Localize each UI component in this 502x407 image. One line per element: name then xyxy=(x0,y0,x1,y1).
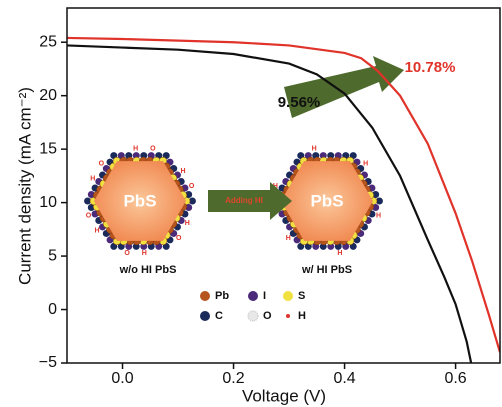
ligand-atom xyxy=(84,197,92,205)
o-label: O xyxy=(86,213,92,220)
o-label: O xyxy=(150,146,156,153)
atom-legend-label: Pb xyxy=(215,290,229,302)
ligand-atom xyxy=(372,191,380,199)
pce-annotation: 9.56% xyxy=(278,94,321,111)
y-tick-label: 20 xyxy=(39,87,57,104)
h-label: H xyxy=(142,250,147,257)
x-tick-label: 0.4 xyxy=(333,370,355,387)
y-axis-title: Current density (mA cm⁻²) xyxy=(15,87,34,285)
atom-legend-label: I xyxy=(263,290,266,302)
caption: w/ HI PbS xyxy=(301,264,352,276)
h-label: H xyxy=(180,168,185,175)
y-tick-label: 5 xyxy=(48,247,57,264)
atom-legend-marker xyxy=(200,291,210,301)
pbs-core xyxy=(94,161,186,241)
h-label: H xyxy=(376,213,381,220)
atom-legend-label: C xyxy=(215,310,223,322)
atom-legend-marker xyxy=(248,291,258,301)
adding-arrow xyxy=(208,182,292,220)
ligand-atom xyxy=(372,203,380,211)
o-label: O xyxy=(176,235,182,242)
atom-legend-label: H xyxy=(298,310,306,322)
h-label: H xyxy=(133,146,138,153)
o-label: O xyxy=(99,161,105,168)
y-tick-label: 15 xyxy=(39,140,57,157)
ligand-atom xyxy=(188,197,196,205)
atom-legend-marker xyxy=(247,310,259,322)
pce-annotation: 10.78% xyxy=(405,59,456,76)
caption: w/o HI PbS xyxy=(119,264,177,276)
core-label: PbS xyxy=(123,191,156,210)
arrow-label: Adding HI xyxy=(225,196,263,205)
h-label: H xyxy=(90,176,95,183)
h-label: H xyxy=(286,235,291,242)
plot-frame xyxy=(66,7,501,364)
ligand-atom xyxy=(87,191,95,199)
ligand-atom xyxy=(87,203,95,211)
improvement-arrow xyxy=(284,56,404,118)
h-label: H xyxy=(273,183,278,190)
x-tick-label: 0.2 xyxy=(222,370,244,387)
atom-legend-marker xyxy=(286,314,290,318)
plot-area xyxy=(67,36,500,363)
series-line xyxy=(67,44,473,363)
h-label: H xyxy=(337,250,342,257)
series-line xyxy=(67,36,500,353)
pbs-core xyxy=(281,161,373,241)
core-label: PbS xyxy=(310,191,343,210)
x-tick-label: 0.0 xyxy=(111,370,133,387)
y-tick-label: 25 xyxy=(39,33,57,50)
ligand-atom xyxy=(185,191,193,199)
x-tick-label: 0.6 xyxy=(444,370,466,387)
h-label: H xyxy=(363,161,368,168)
ligand-atom xyxy=(375,197,383,205)
atom-legend-marker xyxy=(200,311,210,321)
h-label: H xyxy=(185,220,190,227)
h-label: H xyxy=(312,146,317,153)
o-label: O xyxy=(189,183,195,190)
y-tick-label: −5 xyxy=(39,354,57,371)
atom-legend-label: S xyxy=(298,290,305,302)
atom-legend-label: O xyxy=(263,310,272,322)
atom-legend-marker xyxy=(283,291,293,301)
ligand-atom xyxy=(185,203,193,211)
h-label: H xyxy=(94,228,99,235)
o-label: O xyxy=(124,250,130,257)
y-tick-label: 0 xyxy=(48,301,57,318)
x-axis-title: Voltage (V) xyxy=(242,386,326,405)
y-tick-label: 10 xyxy=(39,194,57,211)
